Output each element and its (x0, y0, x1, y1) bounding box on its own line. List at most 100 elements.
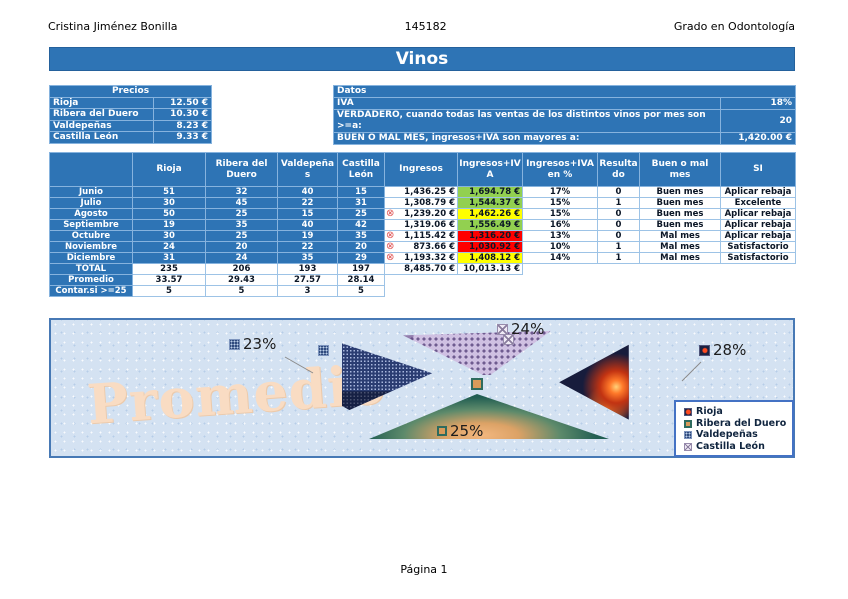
legend-item: Castilla León (684, 441, 792, 452)
col-header: Buen o mal mes (639, 152, 721, 187)
table-row: VERDADERO, cuando todas las ventas de lo… (333, 109, 797, 133)
qty-cell: 35 (337, 230, 385, 242)
qty-cell: 40 (277, 186, 338, 198)
table-row: Junio 51 32 40 15 ⊗1,436.25 € 1,694.78 €… (49, 186, 796, 198)
mes-cell: Buen mes (639, 219, 721, 231)
pie-label-valdepenas: 23% (229, 335, 276, 353)
contar-value: 5 (205, 285, 278, 297)
pie-chart: Promedio 23% 24% 25% 28% Rioja (49, 318, 795, 458)
month-cell: Diciembre (49, 252, 133, 264)
resultado-cell: 0 (597, 219, 640, 231)
promedio-value: 28.14 (337, 274, 385, 286)
pie-slice-valdepenas (342, 343, 433, 410)
print-header: Cristina Jiménez Bonilla 145182 Grado en… (48, 20, 795, 33)
ingresos-cell: ⊗ 1,193.32 € (384, 252, 458, 264)
mes-cell: Mal mes (639, 241, 721, 253)
precio-label: Castilla León (49, 131, 154, 144)
qty-cell: 24 (132, 241, 206, 253)
precios-table: Precios Rioja 12.50 € Ribera del Duero 10.… (48, 85, 213, 144)
total-iva: 10,013.13 € (457, 263, 523, 275)
si-cell: Excelente (720, 197, 796, 209)
precio-value: 12.50 € (152, 96, 213, 109)
mes-cell: Mal mes (639, 252, 721, 264)
qty-cell: 22 (277, 197, 338, 209)
si-cell: Aplicar rebaja (720, 219, 796, 231)
qty-cell: 25 (205, 208, 278, 220)
pct-cell: 17% (522, 186, 598, 198)
col-header: Resultado (597, 152, 640, 187)
center-marker (471, 378, 483, 390)
mes-cell: Buen mes (639, 208, 721, 220)
table-row: Octubre 30 25 19 35 ⊗ 1,115.42 € 1,316.20… (49, 230, 796, 242)
qty-cell: 22 (277, 241, 338, 253)
precio-label: Valdepeñas (49, 119, 154, 132)
col-header: Ingresos+IVA en % (522, 152, 598, 187)
qty-cell: 25 (337, 208, 385, 220)
si-cell: Satisfactorio (720, 241, 796, 253)
dato-value: 20 (719, 109, 797, 133)
dato-label: IVA (333, 97, 721, 110)
contar-value: 5 (337, 285, 385, 297)
contar-value: 5 (132, 285, 206, 297)
red-flag-icon: ⊗ (386, 241, 395, 252)
col-header: Valdepeñas (277, 152, 338, 187)
legend-item: Rioja (684, 407, 792, 417)
resultado-cell: 0 (597, 208, 640, 220)
pct-cell: 13% (522, 230, 598, 242)
header-author: Cristina Jiménez Bonilla (48, 20, 178, 33)
precio-label: Ribera del Duero (49, 108, 154, 121)
page-title: Vinos (49, 47, 795, 71)
col-header (49, 152, 133, 187)
promedio-value: 33.57 (132, 274, 206, 286)
dato-label: BUEN O MAL MES, ingresos+IVA son mayores… (333, 132, 721, 145)
qty-cell: 15 (277, 208, 338, 220)
dato-value: 1,420.00 € (719, 132, 797, 145)
rioja-marker-icon (684, 408, 692, 416)
qty-cell: 15 (337, 186, 385, 198)
precio-value: 8.23 € (152, 119, 213, 132)
precio-label: Rioja (49, 96, 154, 109)
header-row: Rioja Ribera del Duero Valdepeñas Castil… (49, 152, 796, 187)
ingresos-cell: ⊗ 1,115.42 € (384, 230, 458, 242)
precio-value: 9.33 € (152, 131, 213, 144)
legend-item: Valdepeñas (684, 430, 792, 440)
table-row: Diciembre 31 24 35 29 ⊗ 1,193.32 € 1,408.… (49, 252, 796, 264)
col-header: Castilla León (337, 152, 385, 187)
col-header: SI (720, 152, 796, 187)
qty-cell: 25 (205, 230, 278, 242)
si-cell: Satisfactorio (720, 252, 796, 264)
main-table: Rioja Ribera del Duero Valdepeñas Castil… (49, 152, 796, 297)
ingresos-cell: ⊗1,308.79 € (384, 197, 458, 209)
qty-cell: 45 (205, 197, 278, 209)
qty-cell: 35 (277, 252, 338, 264)
dato-label: VERDADERO, cuando todas las ventas de lo… (333, 109, 721, 133)
valdepenas-marker-icon (684, 431, 692, 439)
qty-cell: 40 (277, 219, 338, 231)
qty-cell: 35 (205, 219, 278, 231)
table-row: Agosto 50 25 15 25 ⊗ 1,239.20 € 1,462.26 … (49, 208, 796, 220)
header-course: Grado en Odontología (673, 20, 795, 33)
qty-cell: 20 (205, 241, 278, 253)
month-cell: Junio (49, 186, 133, 198)
iva-cell: 1,408.12 € (457, 252, 523, 264)
month-cell: Septiembre (49, 219, 133, 231)
contar-value: 3 (277, 285, 338, 297)
iva-cell: 1,316.20 € (457, 230, 523, 242)
page-number: Página 1 (400, 563, 448, 576)
col-header: Ingresos+IVA (457, 152, 523, 187)
chart-legend: Rioja Ribera del Duero Valdepeñas Castil… (674, 400, 794, 457)
table-row: Rioja 12.50 € (49, 96, 213, 109)
table-row: Noviembre 24 20 22 20 ⊗ 873.66 € 1,030.92… (49, 241, 796, 253)
qty-cell: 42 (337, 219, 385, 231)
col-header: Rioja (132, 152, 206, 187)
pie-label-rioja: 28% (699, 341, 746, 359)
iva-cell: 1,462.26 € (457, 208, 523, 220)
precio-value: 10.30 € (152, 108, 213, 121)
si-cell: Aplicar rebaja (720, 230, 796, 242)
iva-cell: 1,030.92 € (457, 241, 523, 253)
table-row: Valdepeñas 8.23 € (49, 119, 213, 132)
table-row: BUEN O MAL MES, ingresos+IVA son mayores… (333, 132, 797, 145)
ingresos-cell: ⊗ 873.66 € (384, 241, 458, 253)
dato-value: 18% (719, 97, 797, 110)
